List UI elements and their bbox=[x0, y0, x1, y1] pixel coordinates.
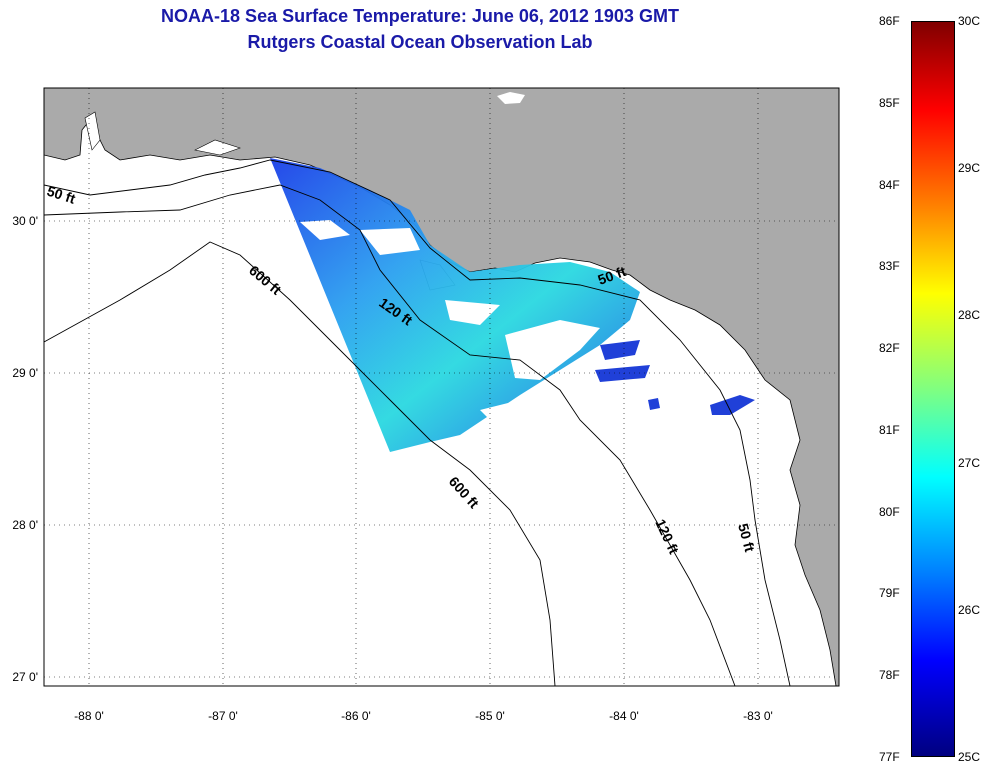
colorbar-label-f: 83F bbox=[879, 259, 900, 274]
colorbar-label-c: 27C bbox=[958, 455, 981, 470]
longitude-axis: -88 0' -87 0' -86 0' -85 0' -84 0' -83 0… bbox=[74, 709, 773, 723]
colorbar-label-f: 77F bbox=[879, 750, 900, 764]
map-subtitle: Rutgers Coastal Ocean Observation Lab bbox=[247, 32, 593, 52]
sst-patch bbox=[595, 365, 650, 382]
plot-frame bbox=[43, 87, 840, 687]
contour-50ft bbox=[44, 159, 791, 686]
colorbar-label-f: 84F bbox=[879, 177, 900, 192]
latitude-axis: 30 0' 29 0' 28 0' 27 0' bbox=[12, 214, 38, 684]
colorbar-label-c: 26C bbox=[958, 602, 981, 617]
sst-patch bbox=[648, 398, 660, 410]
lat-tick-label: 28 0' bbox=[12, 518, 38, 532]
lon-tick-label: -85 0' bbox=[475, 709, 505, 723]
colorbar-label-f: 81F bbox=[879, 422, 900, 437]
contour-600ft bbox=[44, 241, 556, 686]
colorbar-label-f: 80F bbox=[879, 504, 900, 519]
colorbar-label-f: 79F bbox=[879, 586, 900, 601]
sst-patch bbox=[710, 395, 755, 415]
lon-tick-label: -87 0' bbox=[208, 709, 238, 723]
swath-clouds bbox=[300, 220, 600, 445]
colorbar-label-c: 30C bbox=[958, 14, 981, 28]
lat-tick-label: 30 0' bbox=[12, 214, 38, 228]
lon-tick-label: -84 0' bbox=[609, 709, 639, 723]
sst-patch bbox=[600, 340, 640, 360]
colorbar bbox=[911, 21, 955, 757]
colorbar-label-f: 78F bbox=[879, 668, 900, 683]
lat-tick-label: 29 0' bbox=[12, 366, 38, 380]
colorbar-label-c: 29C bbox=[958, 161, 981, 176]
cloud-patch bbox=[497, 92, 525, 104]
contour-label: 50 ft bbox=[735, 522, 758, 554]
colorbar-label-f: 82F bbox=[879, 341, 900, 356]
contour-120ft bbox=[44, 184, 736, 686]
lon-tick-label: -88 0' bbox=[74, 709, 104, 723]
colorbar-label-c: 28C bbox=[958, 308, 981, 323]
lon-tick-label: -86 0' bbox=[341, 709, 371, 723]
colorbar-label-f: 85F bbox=[879, 95, 900, 110]
colorbar-label-f: 86F bbox=[879, 14, 900, 28]
colorbar-label-c: 25C bbox=[958, 750, 981, 764]
map-title: NOAA-18 Sea Surface Temperature: June 06… bbox=[161, 6, 679, 26]
lon-tick-label: -83 0' bbox=[743, 709, 773, 723]
lat-tick-label: 27 0' bbox=[12, 670, 38, 684]
depth-contours bbox=[44, 159, 791, 686]
